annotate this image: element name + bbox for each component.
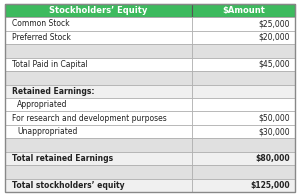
- Text: Total stockholders’ equity: Total stockholders’ equity: [12, 181, 124, 190]
- Bar: [192, 84, 295, 98]
- Bar: [192, 31, 295, 44]
- Text: $30,000: $30,000: [259, 127, 290, 136]
- Bar: [5, 125, 192, 139]
- Text: Common Stock: Common Stock: [12, 19, 70, 28]
- Bar: [192, 44, 295, 57]
- Bar: [192, 152, 295, 165]
- Bar: [5, 17, 192, 31]
- Bar: [5, 179, 192, 192]
- Bar: [5, 112, 192, 125]
- Text: Unappropriated: Unappropriated: [17, 127, 78, 136]
- Bar: [192, 112, 295, 125]
- Bar: [5, 152, 192, 165]
- Text: $125,000: $125,000: [250, 181, 290, 190]
- Text: $50,000: $50,000: [259, 114, 290, 123]
- Bar: [5, 98, 192, 112]
- Text: Appropriated: Appropriated: [17, 100, 68, 109]
- Text: Preferred Stock: Preferred Stock: [12, 33, 71, 42]
- Bar: [192, 165, 295, 179]
- Text: Total retained Earnings: Total retained Earnings: [12, 154, 113, 163]
- Bar: [5, 4, 192, 17]
- Bar: [5, 165, 192, 179]
- Bar: [5, 44, 192, 57]
- Bar: [5, 84, 192, 98]
- Bar: [192, 71, 295, 84]
- Bar: [192, 4, 295, 17]
- Bar: [192, 125, 295, 139]
- Bar: [5, 57, 192, 71]
- Text: Stockholders’ Equity: Stockholders’ Equity: [50, 6, 148, 15]
- Bar: [5, 31, 192, 44]
- Bar: [5, 71, 192, 84]
- Text: $25,000: $25,000: [259, 19, 290, 28]
- Text: $45,000: $45,000: [259, 60, 290, 69]
- Bar: [5, 139, 192, 152]
- Text: Retained Earnings:: Retained Earnings:: [12, 87, 94, 96]
- Text: For research and development purposes: For research and development purposes: [12, 114, 167, 123]
- Bar: [192, 139, 295, 152]
- Text: Total Paid in Capital: Total Paid in Capital: [12, 60, 88, 69]
- Bar: [192, 179, 295, 192]
- Text: $20,000: $20,000: [259, 33, 290, 42]
- Text: $Amount: $Amount: [222, 6, 265, 15]
- Bar: [192, 98, 295, 112]
- Bar: [192, 57, 295, 71]
- Bar: [192, 17, 295, 31]
- Text: $80,000: $80,000: [256, 154, 290, 163]
